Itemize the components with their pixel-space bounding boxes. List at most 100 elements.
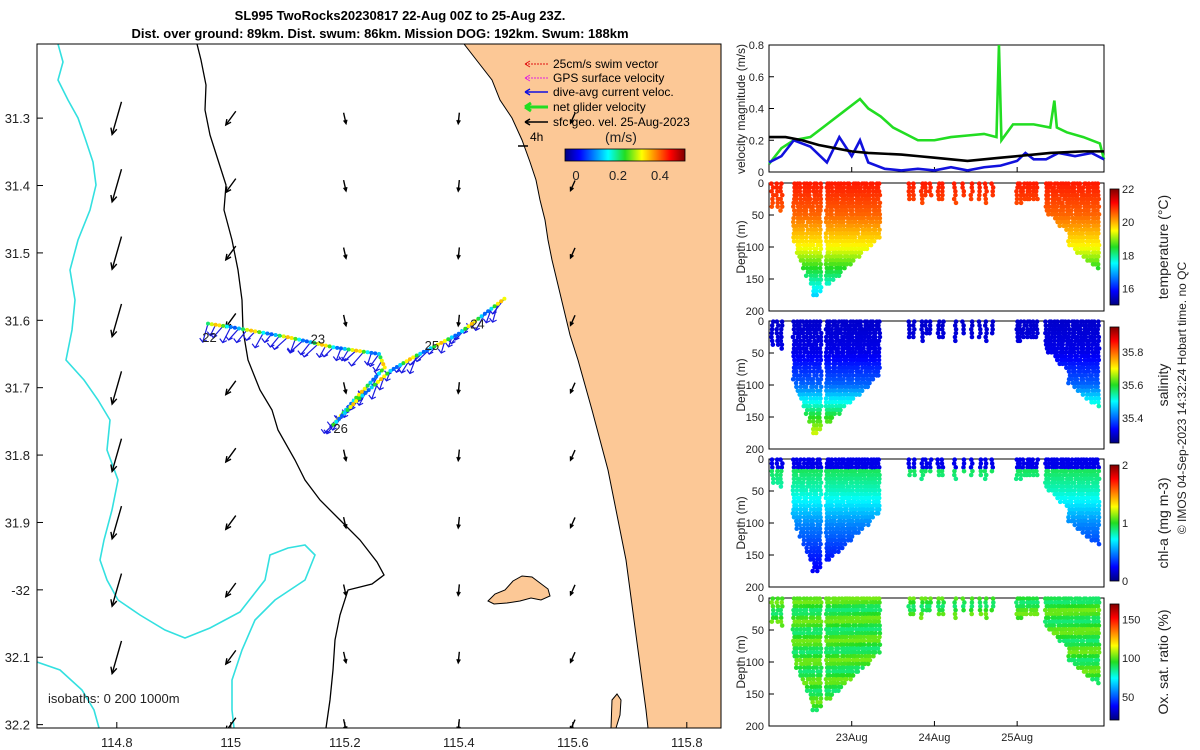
section-3-y-tick-label-2: 100	[746, 657, 764, 669]
section-3-ctick-1: 100	[1122, 653, 1140, 665]
track-point	[381, 362, 386, 367]
sfc-vector	[224, 649, 237, 666]
section-2-ctick-2: 2	[1122, 460, 1128, 472]
current-vector-head	[297, 350, 306, 356]
day-label-0: 22	[202, 330, 216, 345]
map-y-tick-label-7: -32	[11, 583, 30, 598]
track-point	[362, 386, 367, 391]
map-y-tick-label-5: 31.8	[5, 448, 30, 463]
sfc-vector	[342, 179, 348, 193]
current-vector-head	[233, 338, 241, 344]
time-tick-label-0: 23Aug	[836, 732, 868, 744]
track-point	[486, 309, 491, 314]
sfc-vector	[569, 314, 576, 327]
day-label-2: 24	[470, 317, 484, 332]
vel-y-tick-label-3: 0.6	[749, 72, 764, 84]
section-0-ylabel: Depth (m)	[734, 220, 748, 273]
section-0-y-tick-label-2: 100	[746, 242, 764, 254]
svg-text:GPS surface velocity: GPS surface velocity	[553, 71, 664, 85]
map-x-tick-label-2: 115.2	[329, 735, 361, 750]
track-point	[369, 350, 374, 355]
track-point	[297, 337, 302, 342]
map-title-line2: Dist. over ground: 89km. Dist. swum: 86k…	[131, 26, 628, 41]
current-vector	[209, 324, 217, 336]
track-point	[253, 329, 258, 334]
current-vector	[254, 332, 264, 349]
current-vector-head	[447, 339, 456, 345]
day-label-4: 26	[333, 421, 347, 436]
current-vector-head	[266, 342, 275, 348]
track-point	[363, 390, 368, 395]
sfc-vector	[569, 247, 576, 260]
track-point	[379, 358, 384, 363]
track-point	[209, 322, 214, 327]
sfc-vector	[342, 516, 348, 530]
section-0-y-tick-label-3: 150	[746, 274, 764, 286]
current-vector-head	[372, 366, 381, 372]
current-vector-head	[398, 368, 406, 374]
sfc-vector	[110, 573, 123, 608]
current-vector-head	[406, 369, 415, 375]
current-vector	[212, 325, 224, 338]
current-vector-head	[300, 352, 309, 358]
sfc-vector	[342, 651, 348, 665]
track-point	[358, 349, 362, 354]
track-point	[277, 333, 282, 338]
track-point	[473, 319, 478, 324]
track-point	[348, 405, 353, 410]
map-x-tick-label-4: 115.6	[557, 735, 589, 750]
current-vector	[371, 381, 379, 400]
map-axis-ticks: 114.8 115 115.2 115.4 115.6 115.8 31.3 31.4 31.5…	[5, 111, 703, 750]
map-y-tick-label-4: 31.7	[5, 381, 30, 396]
current-vector	[274, 336, 289, 350]
sfc-vector	[456, 584, 461, 597]
track-point	[345, 408, 350, 413]
current-vector	[440, 340, 446, 354]
sfc-vector	[456, 112, 461, 126]
track-point	[502, 296, 507, 301]
track-point	[453, 333, 458, 338]
current-vector	[428, 344, 439, 355]
sfc-vector	[456, 179, 461, 193]
track-point	[460, 329, 465, 334]
glider-track	[199, 296, 507, 435]
track-point	[439, 340, 444, 345]
track-point	[228, 325, 233, 330]
track-point	[293, 336, 298, 341]
section-3-colorbar	[1109, 603, 1120, 721]
section-0-y-tick-label-0: 0	[758, 178, 764, 190]
section-0-ctick-0: 16	[1122, 283, 1134, 295]
track-point	[361, 349, 366, 354]
track-point	[357, 396, 362, 401]
track-point	[378, 355, 383, 360]
track-point	[382, 365, 387, 370]
track-point	[379, 368, 384, 373]
vel-y-tick-label-0: 0	[758, 167, 764, 179]
section-panel-3: 0 50 100 150 200 Depth (m) 50 100 150 Ox. sat. ra…	[734, 593, 1171, 733]
track-point	[407, 357, 412, 362]
section-2-ctick-1: 1	[1122, 518, 1128, 530]
sfc-vector	[569, 180, 576, 193]
track-point	[365, 383, 370, 388]
vel-series-2	[769, 135, 1104, 163]
track-point	[394, 364, 399, 369]
sfc-vector	[456, 651, 461, 665]
isobath-1000m	[37, 44, 316, 728]
track-point	[359, 389, 364, 394]
track-point	[342, 410, 347, 415]
current-vector-head	[225, 335, 233, 341]
current-vector	[379, 376, 385, 390]
sfc-vector	[342, 112, 348, 126]
section-2-dots	[769, 457, 1102, 574]
colorbar-tick-0: 0	[572, 168, 579, 183]
sfc-vector	[110, 438, 123, 473]
track-point	[446, 337, 451, 342]
colorbar-title: (m/s)	[605, 129, 637, 145]
map-y-tick-label-0: 31.3	[5, 111, 30, 126]
current-vector	[409, 355, 418, 374]
track-point	[331, 345, 336, 350]
track-point	[432, 344, 437, 349]
current-vector	[300, 341, 312, 355]
current-vector-head	[437, 348, 446, 354]
